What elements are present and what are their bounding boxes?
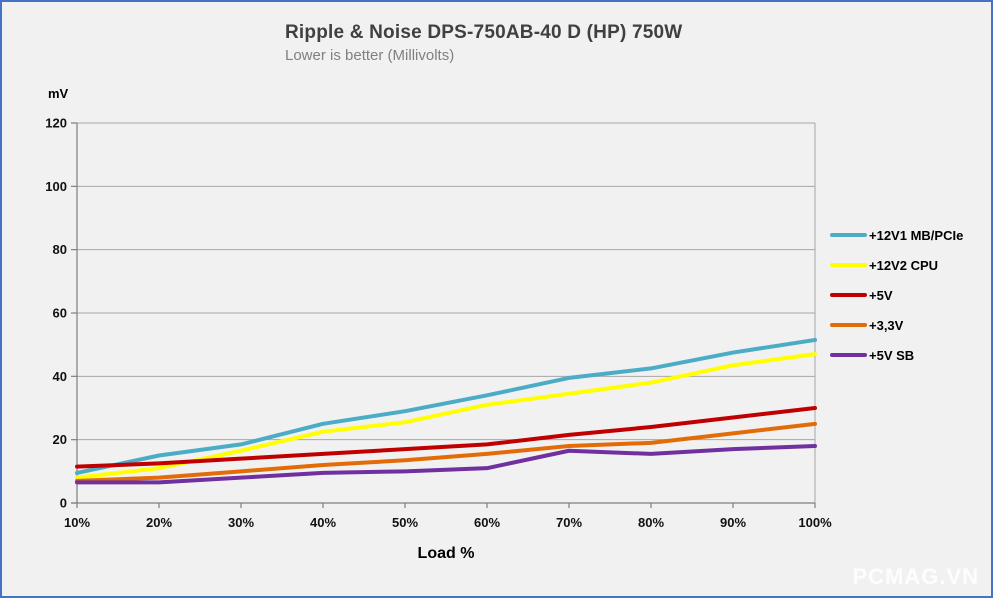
- watermark: PCMAG.VN: [852, 564, 979, 589]
- x-tick-label: 70%: [556, 515, 582, 530]
- chart-subtitle: Lower is better (Millivolts): [285, 47, 455, 64]
- legend-line-swatch: [830, 353, 867, 357]
- series-line-1: [75, 337, 817, 475]
- x-tick-label: 20%: [146, 515, 172, 530]
- x-tick-label: 60%: [474, 515, 500, 530]
- x-tick-label: 50%: [392, 515, 418, 530]
- legend-label: +5V: [869, 287, 893, 303]
- y-axis-unit-label: mV: [48, 86, 69, 101]
- series-line-3: [75, 406, 817, 469]
- x-tick-label: 10%: [64, 515, 90, 530]
- legend-line-swatch: [830, 323, 867, 327]
- x-tick-label: 100%: [798, 515, 832, 530]
- legend-line-swatch: [830, 263, 867, 267]
- legend-item-1: +12V1 MB/PCIe: [830, 220, 990, 250]
- y-tick-label: 20: [53, 432, 67, 447]
- legend-item-4: +3,3V: [830, 310, 990, 340]
- legend-line-swatch: [830, 233, 867, 237]
- legend-label: +12V2 CPU: [869, 257, 939, 273]
- x-tick-label: 90%: [720, 515, 746, 530]
- series-line-4: [75, 421, 817, 483]
- x-axis-title: Load %: [417, 545, 475, 562]
- y-tick-label: 60: [53, 306, 67, 321]
- y-tick-label: 80: [53, 242, 67, 257]
- legend-item-5: +5V SB: [830, 340, 990, 370]
- legend-item-3: +5V: [830, 280, 990, 310]
- chart-title: Ripple & Noise DPS-750AB-40 D (HP) 750W: [285, 22, 683, 43]
- legend-item-2: +12V2 CPU: [830, 250, 990, 280]
- x-tick-label: 40%: [310, 515, 336, 530]
- title-block: Ripple & Noise DPS-750AB-40 D (HP) 750W …: [285, 22, 845, 64]
- legend: +12V1 MB/PCIe +12V2 CPU +5V +3,3V +5V SB: [830, 220, 990, 370]
- x-tick-label: 30%: [228, 515, 254, 530]
- legend-label: +12V1 MB/PCIe: [869, 227, 964, 243]
- legend-line-swatch: [830, 293, 867, 297]
- series-line-2: [75, 352, 817, 480]
- y-tick-label: 40: [53, 369, 67, 384]
- legend-label: +3,3V: [869, 317, 904, 333]
- series-line-5: [75, 444, 817, 485]
- y-tick-label: 120: [45, 116, 67, 131]
- y-tick-label: 100: [45, 179, 67, 194]
- legend-label: +5V SB: [869, 347, 915, 363]
- y-tick-label: 0: [60, 496, 67, 511]
- x-tick-label: 80%: [638, 515, 664, 530]
